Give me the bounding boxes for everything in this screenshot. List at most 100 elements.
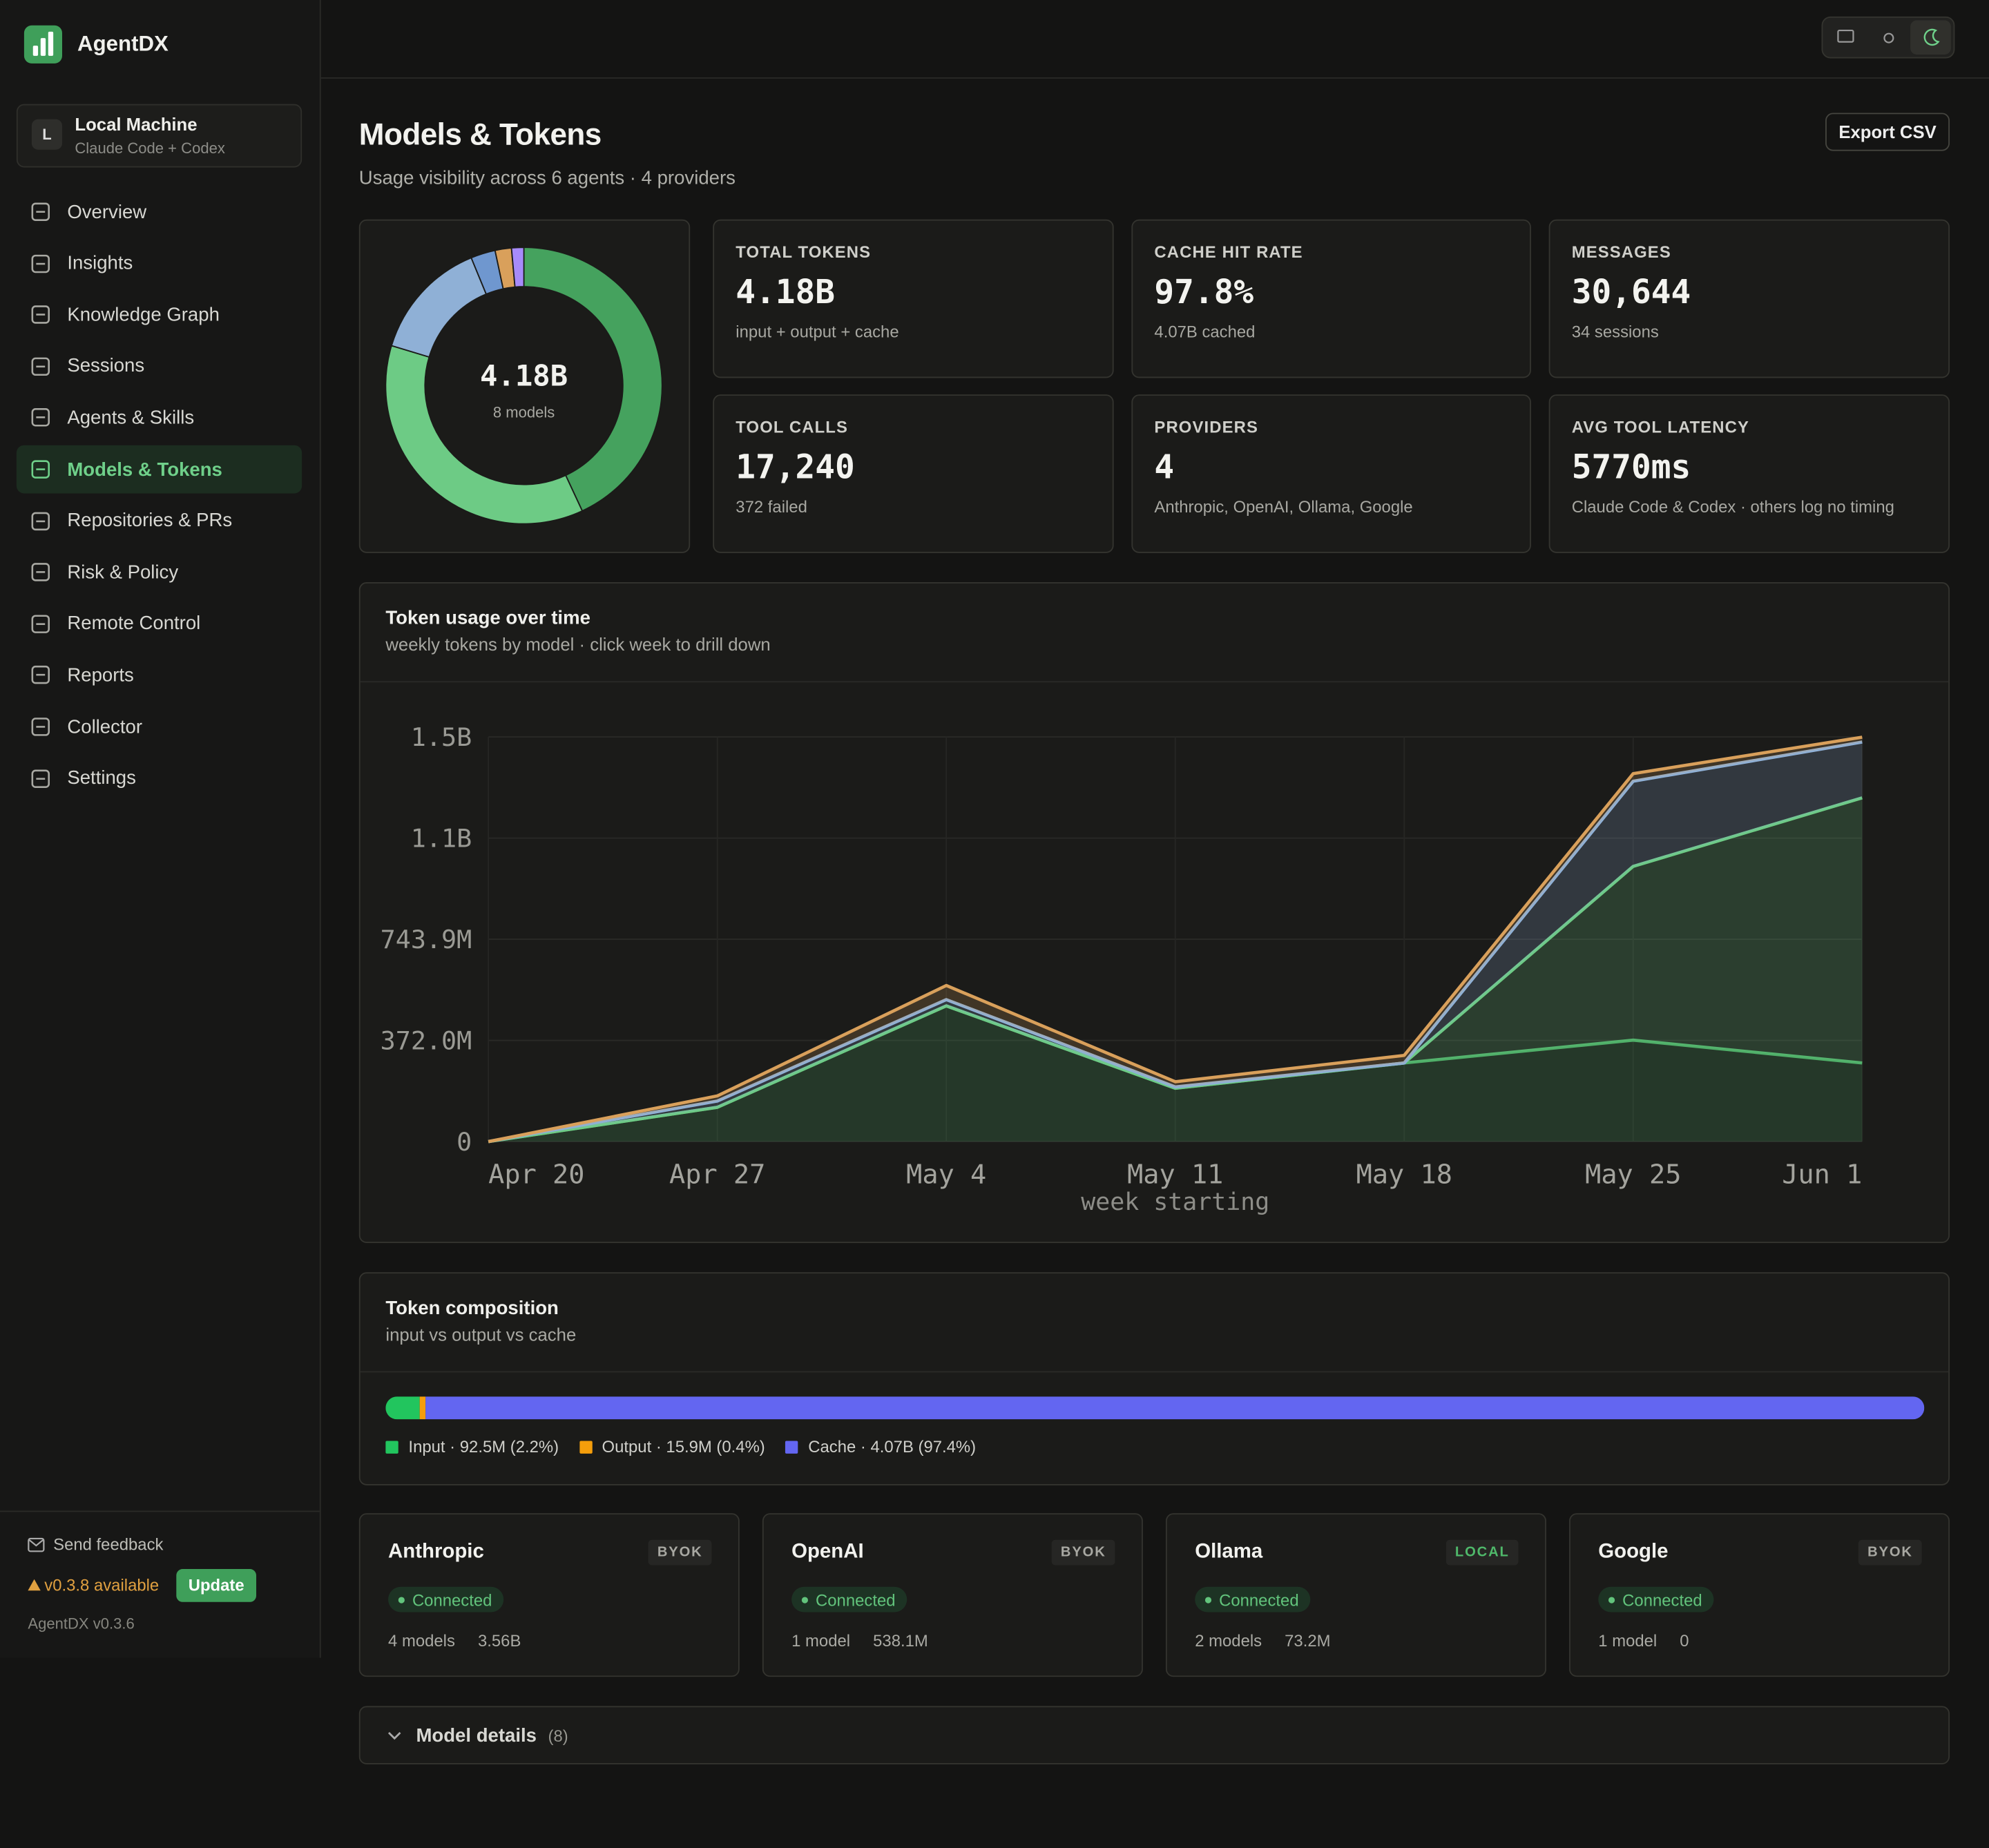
theme-active[interactable] xyxy=(1910,20,1951,55)
feedback-link: Send feedback xyxy=(53,1534,164,1554)
nav-icon xyxy=(31,511,50,530)
stat-detail: 34 sessions xyxy=(1571,322,1659,341)
legend-item: Output · 15.9M (0.4%) xyxy=(579,1436,765,1459)
provider-models: 4 models xyxy=(388,1631,455,1650)
x-tick-label: May 18 xyxy=(1356,1159,1452,1191)
nav-item[interactable] xyxy=(17,651,302,700)
provider-badge: BYOK xyxy=(1052,1539,1115,1566)
usage-card xyxy=(358,582,1950,1244)
nav-label: Knowledge Graph xyxy=(67,304,220,326)
icon-shape xyxy=(28,1579,41,1591)
logo-bar xyxy=(48,31,54,56)
provider-stats: 1 model 538.1M xyxy=(791,1630,928,1653)
x-tick-label: May 25 xyxy=(1585,1159,1681,1191)
y-tick-label: 1.1B xyxy=(411,823,472,853)
provider-models: 1 model xyxy=(1598,1631,1658,1650)
icon-shape xyxy=(28,1537,45,1552)
stat-label: AVG TOOL LATENCY xyxy=(1571,417,1750,436)
stat-detail: input + output + cache xyxy=(736,322,899,341)
donut-center-label: 8 models xyxy=(493,403,555,421)
status-pill: Connected xyxy=(1195,1586,1311,1613)
legend-swatch xyxy=(579,1441,592,1454)
legend-label: Input · 92.5M (2.2%) xyxy=(408,1437,559,1456)
donut-chart: 4.18B 8 models xyxy=(385,247,663,525)
area-chart: 0 372.0M 743.9M 1.1B 1.5B Apr 20 Apr 27 May 4 Ma… xyxy=(381,722,1863,1216)
status-label: Connected xyxy=(816,1590,896,1609)
stat-label: TOOL CALLS xyxy=(736,417,849,436)
provider-name: Anthropic xyxy=(388,1541,484,1563)
stat-value: 30,644 xyxy=(1571,273,1691,312)
stat-value: 4.18B xyxy=(736,273,836,312)
nav-icon xyxy=(31,408,50,427)
update-button[interactable]: Update xyxy=(176,1569,257,1602)
provider-name: Ollama xyxy=(1195,1541,1263,1563)
status-dot xyxy=(398,1596,405,1603)
version: AgentDX v0.3.6 xyxy=(28,1614,135,1633)
area xyxy=(488,742,1863,1142)
provider-tokens: 3.56B xyxy=(477,1631,521,1650)
stat-label: PROVIDERS xyxy=(1154,417,1259,436)
x-tick-label: May 4 xyxy=(906,1159,986,1191)
status-dot xyxy=(1608,1596,1615,1603)
nav-item[interactable] xyxy=(16,445,302,494)
export-button[interactable]: Export CSV xyxy=(1825,113,1950,151)
legend: Input · 92.5M (2.2%) Output · 15.9M (0.4%… xyxy=(385,1436,976,1459)
nav-label: Models & Tokens xyxy=(67,458,222,481)
provider-tokens: 73.2M xyxy=(1285,1631,1331,1650)
machine-detail: Claude Code + Codex xyxy=(75,139,225,157)
area xyxy=(488,798,1863,1142)
nav-icon xyxy=(31,305,50,325)
machine-name: Local Machine xyxy=(75,114,198,135)
nav-item[interactable] xyxy=(17,188,302,236)
provider-models: 2 models xyxy=(1195,1631,1262,1650)
x-axis-label: week starting xyxy=(1081,1188,1269,1216)
stat-card xyxy=(713,219,1114,378)
icon-shape xyxy=(31,769,50,788)
chart-subtitle: weekly tokens by model · click week to d… xyxy=(385,634,771,655)
nav-item[interactable] xyxy=(17,703,302,751)
icon-shape xyxy=(31,460,50,479)
machine-box xyxy=(16,104,302,168)
status-pill: Connected xyxy=(388,1586,503,1613)
stat-label: MESSAGES xyxy=(1571,242,1671,262)
y-tick-label: 1.5B xyxy=(411,722,472,752)
logo-bar xyxy=(32,46,39,56)
nav-label: Remote Control xyxy=(67,613,201,635)
model-details-label: Model details (8) xyxy=(416,1724,568,1749)
status-pill: Connected xyxy=(791,1586,907,1613)
stat-detail: Anthropic, OpenAI, Ollama, Google xyxy=(1154,497,1413,517)
x-tick-label: Apr 20 xyxy=(488,1159,584,1191)
legend-label: Cache · 4.07B (97.4%) xyxy=(808,1437,977,1456)
donut-segment xyxy=(390,257,488,358)
legend-item: Input · 92.5M (2.2%) xyxy=(385,1436,559,1459)
model-details[interactable] xyxy=(358,1706,1950,1764)
nav-item[interactable] xyxy=(17,343,302,391)
provider-stats: 2 models 73.2M xyxy=(1195,1630,1330,1653)
composition-card xyxy=(358,1272,1950,1485)
stat-card xyxy=(713,394,1114,553)
nav-label: Settings xyxy=(67,767,136,789)
legend-label: Output · 15.9M (0.4%) xyxy=(602,1437,765,1456)
details-count: (8) xyxy=(548,1726,568,1746)
brand: AgentDX xyxy=(77,32,169,56)
nav-label: Repositories & PRs xyxy=(67,510,233,532)
composition-segment xyxy=(419,1396,426,1420)
icon-system xyxy=(1837,29,1854,43)
chart-title: Token usage over time xyxy=(385,606,590,629)
page-title: Models & Tokens xyxy=(358,118,602,153)
x-tick-label: May 11 xyxy=(1127,1159,1223,1191)
stat-card xyxy=(1548,394,1950,553)
icon-shape xyxy=(31,615,50,633)
nav-item[interactable] xyxy=(17,754,302,802)
warning-icon xyxy=(28,1579,41,1591)
logo-bar xyxy=(40,38,46,56)
nav-item[interactable] xyxy=(17,239,302,287)
legend-swatch xyxy=(385,1441,398,1454)
chevron-icon xyxy=(387,1732,401,1740)
stat-card xyxy=(1131,219,1531,378)
x-tick-label: Jun 1 xyxy=(1782,1159,1862,1191)
area xyxy=(488,1005,1863,1142)
card-divider xyxy=(360,681,1949,683)
